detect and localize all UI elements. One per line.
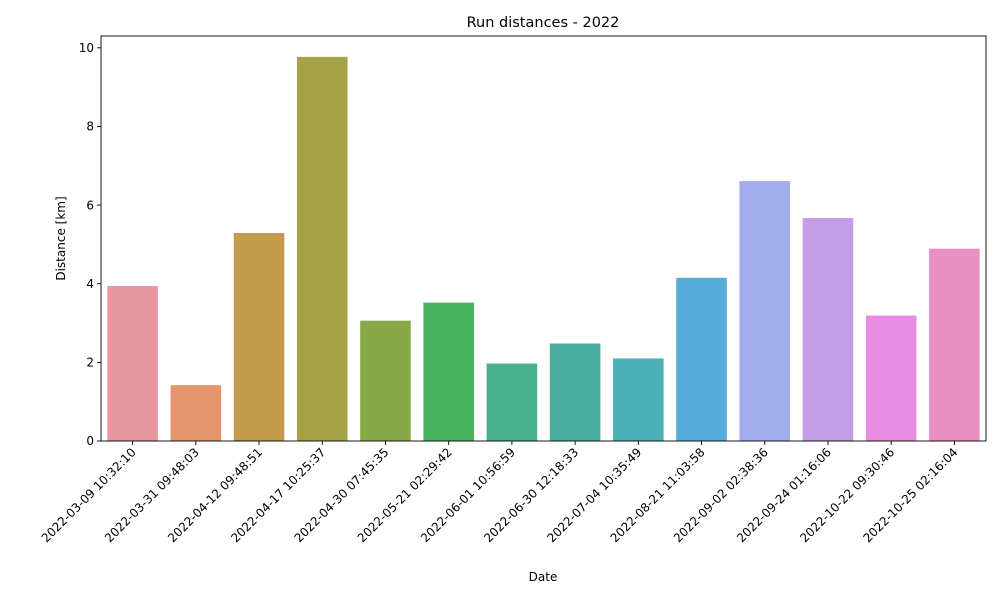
bar-11 [802,218,854,441]
bar-6 [486,363,538,441]
bar-0 [107,286,158,441]
plot-frame [100,35,987,442]
y-tick-label-5: 10 [79,41,94,55]
y-tick-label-3: 6 [86,198,94,212]
bar-3 [296,56,348,441]
bar-2 [233,232,285,441]
y-tick-label-2: 4 [86,277,94,291]
bar-4 [360,320,411,441]
chart-title: Run distances - 2022 [467,15,620,31]
bar-9 [676,277,727,441]
y-axis: 0 2 4 6 8 10 [79,41,101,448]
bar-1 [170,385,222,441]
bar-8 [613,358,664,441]
bar-12 [865,315,917,441]
bar-10 [739,181,791,442]
bar-7 [549,343,601,441]
bars-group [107,56,980,442]
x-axis-label: Date [529,570,558,584]
y-tick-label-1: 2 [86,356,94,370]
y-axis-label: Distance [km] [54,196,68,280]
bar-13 [929,248,980,441]
bar-5 [423,302,474,441]
y-tick-label-4: 8 [86,120,94,134]
y-tick-label-0: 0 [86,434,94,448]
